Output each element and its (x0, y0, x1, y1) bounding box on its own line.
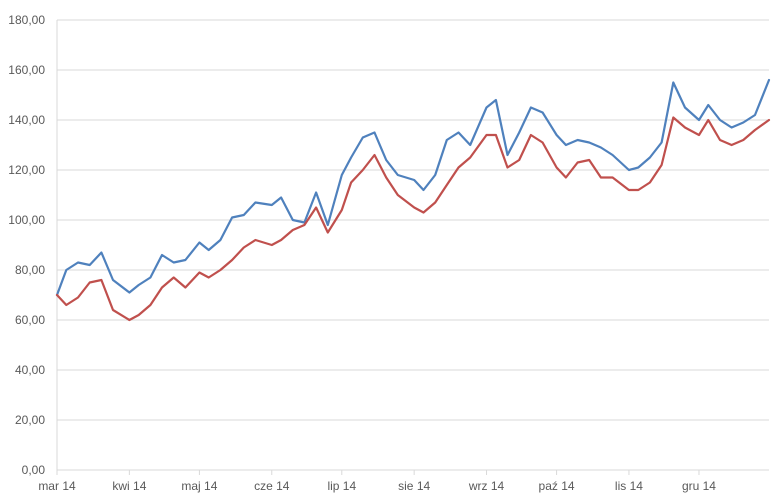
y-tick-label: 160,00 (8, 63, 45, 77)
x-tick-label: wrz 14 (468, 479, 505, 493)
y-tick-label: 60,00 (15, 313, 45, 327)
series-1-line (55, 78, 771, 297)
x-axis-tick-labels: mar 14 kwi 14 maj 14 cze 14 lip 14 sie 14 wrz … (38, 479, 716, 493)
x-tick-label: maj 14 (181, 479, 217, 493)
y-tick-label: 20,00 (15, 413, 45, 427)
x-tick-label: lip 14 (327, 479, 356, 493)
series-lines (55, 78, 771, 322)
x-tick-label: mar 14 (38, 479, 76, 493)
x-tick-label: paź 14 (539, 479, 575, 493)
gridlines (57, 19, 769, 421)
series-2-line (55, 116, 771, 322)
x-tick-label: sie 14 (398, 479, 430, 493)
y-tick-label: 140,00 (8, 113, 45, 127)
x-tick-label: gru 14 (682, 479, 716, 493)
y-tick-label: 80,00 (15, 263, 45, 277)
y-tick-label: 100,00 (8, 213, 45, 227)
y-tick-label: 180,00 (8, 13, 45, 27)
y-tick-label: 0,00 (22, 463, 46, 477)
y-tick-label: 40,00 (15, 363, 45, 377)
y-axis-tick-labels: 0,00 20,00 40,00 60,00 80,00 100,00 120,00 140,… (8, 13, 45, 477)
x-tick-label: kwi 14 (112, 479, 146, 493)
y-tick-label: 120,00 (8, 163, 45, 177)
x-axis-tick-marks (56, 470, 700, 475)
x-tick-label: lis 14 (615, 479, 643, 493)
x-tick-label: cze 14 (254, 479, 290, 493)
